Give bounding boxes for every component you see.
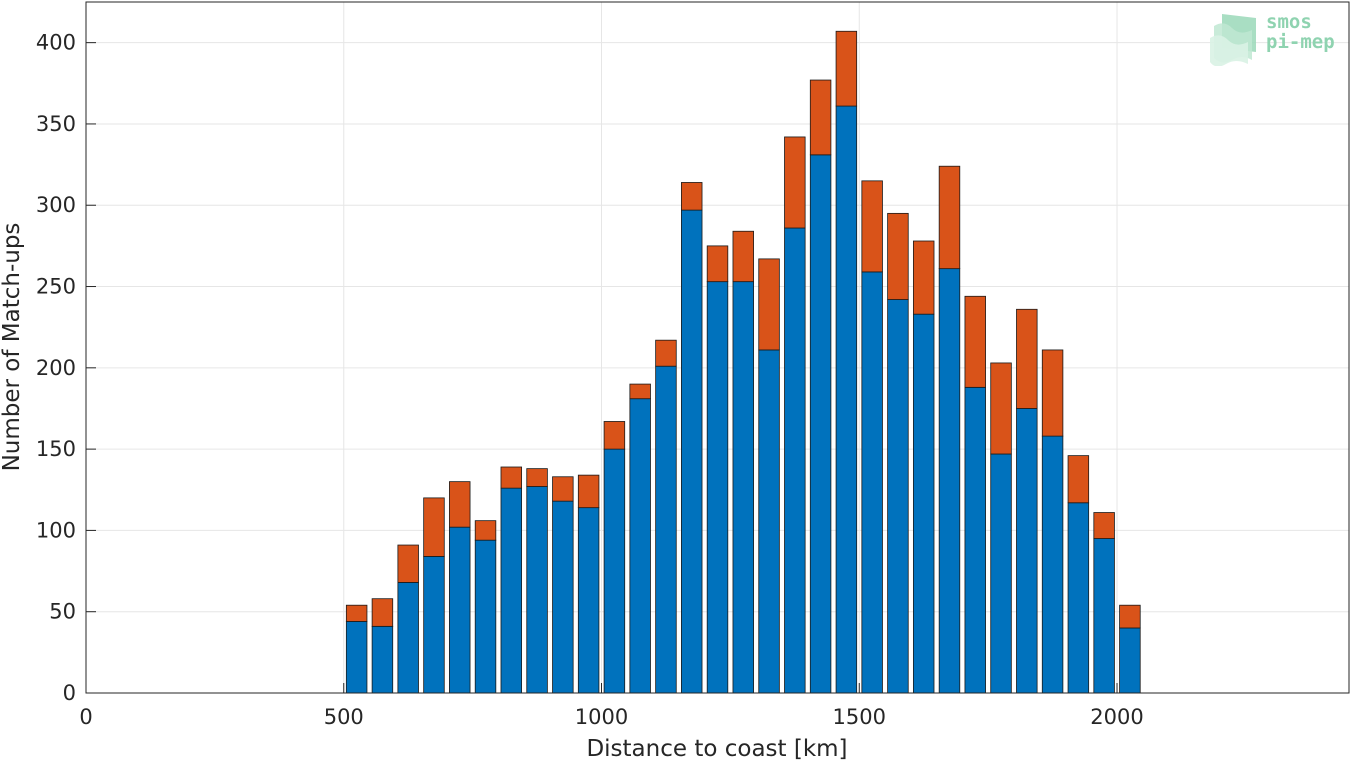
y-tick-label: 0 (63, 681, 76, 705)
bar-series-1 (526, 486, 548, 694)
y-tick-label: 150 (36, 437, 76, 461)
bar-series-1 (603, 448, 626, 694)
bar-series-1 (990, 453, 1012, 694)
bar-series-1 (784, 227, 806, 694)
bar-series-1 (552, 500, 574, 694)
bar-series-1 (887, 299, 909, 694)
bar-series-1 (655, 365, 677, 694)
bar-series-2 (655, 339, 677, 367)
bar-series-2 (1067, 455, 1090, 504)
bar-series-1 (809, 154, 832, 694)
bar-series-2 (938, 165, 961, 270)
bar-series-1 (912, 313, 935, 694)
logo-text-pi-mep: pi-mep (1266, 31, 1335, 53)
bar-series-1 (1093, 538, 1115, 694)
bar-series-2 (1016, 308, 1038, 409)
bar-series-2 (809, 79, 832, 156)
bar-series-2 (706, 245, 729, 283)
bar-series-2 (1093, 512, 1115, 539)
bar-series-2 (345, 604, 368, 622)
bar-series-1 (1041, 435, 1064, 694)
bar-series-1 (1119, 627, 1141, 694)
logo-text-smos: smos (1266, 11, 1312, 33)
smos-pi-mep-logo: smos pi-mep (1208, 12, 1343, 66)
x-tick-label: 0 (79, 705, 92, 729)
bar-series-1 (835, 105, 858, 694)
bar-series-1 (500, 487, 523, 694)
y-tick-label: 400 (36, 31, 76, 55)
bar-series-2 (861, 180, 883, 273)
bar-series-2 (835, 30, 858, 107)
bar-series-2 (474, 520, 497, 541)
bar-series-2 (1041, 349, 1064, 437)
bars (345, 30, 1141, 694)
bar-series-2 (732, 230, 754, 283)
bar-series-2 (784, 136, 806, 229)
bar-series-2 (423, 497, 445, 557)
y-tick-label: 50 (49, 600, 76, 624)
bar-series-2 (990, 362, 1012, 455)
y-tick-label: 250 (36, 275, 76, 299)
bar-series-2 (449, 481, 471, 528)
bar-series-1 (861, 271, 883, 694)
y-axis-label: Number of Match-ups (0, 223, 25, 472)
bar-series-1 (732, 281, 754, 694)
plot-frame (85, 1, 1350, 694)
bar-series-1 (964, 386, 986, 694)
bar-series-2 (500, 466, 523, 489)
bar-series-2 (552, 476, 574, 502)
bar-series-2 (397, 544, 419, 583)
y-tick-label: 200 (36, 356, 76, 380)
bar-series-1 (371, 625, 394, 694)
bar-series-2 (758, 258, 780, 351)
bar-series-1 (706, 281, 729, 694)
y-tick-label: 350 (36, 112, 76, 136)
bar-series-1 (474, 539, 497, 694)
y-tick-label: 100 (36, 518, 76, 542)
bar-series-1 (1067, 502, 1090, 694)
bar-series-1 (577, 507, 600, 694)
tick-marks (85, 42, 1118, 694)
bar-series-1 (397, 582, 419, 694)
y-tick-label: 300 (36, 193, 76, 217)
bar-series-1 (938, 268, 961, 694)
x-tick-label: 500 (324, 705, 364, 729)
bar-series-1 (345, 621, 368, 694)
x-tick-label: 2000 (1090, 705, 1143, 729)
bar-series-2 (603, 421, 626, 450)
bar-series-1 (1016, 408, 1038, 694)
bar-series-2 (1119, 604, 1141, 629)
bar-series-1 (629, 398, 651, 694)
bar-series-1 (423, 556, 445, 694)
x-tick-label: 1000 (575, 705, 628, 729)
bar-series-1 (449, 526, 471, 694)
bar-series-1 (758, 349, 780, 694)
x-axis-label: Distance to coast [km] (586, 736, 847, 761)
bar-series-1 (681, 209, 703, 694)
bar-series-2 (577, 474, 600, 509)
bar-series-2 (526, 468, 548, 487)
bar-series-2 (371, 598, 394, 627)
bar-series-2 (629, 383, 651, 400)
bar-series-2 (681, 182, 703, 211)
bar-series-2 (964, 295, 986, 388)
bar-series-2 (912, 240, 935, 315)
logo-waves-icon (1210, 14, 1256, 66)
x-tick-label: 1500 (833, 705, 886, 729)
bar-series-2 (887, 212, 909, 300)
